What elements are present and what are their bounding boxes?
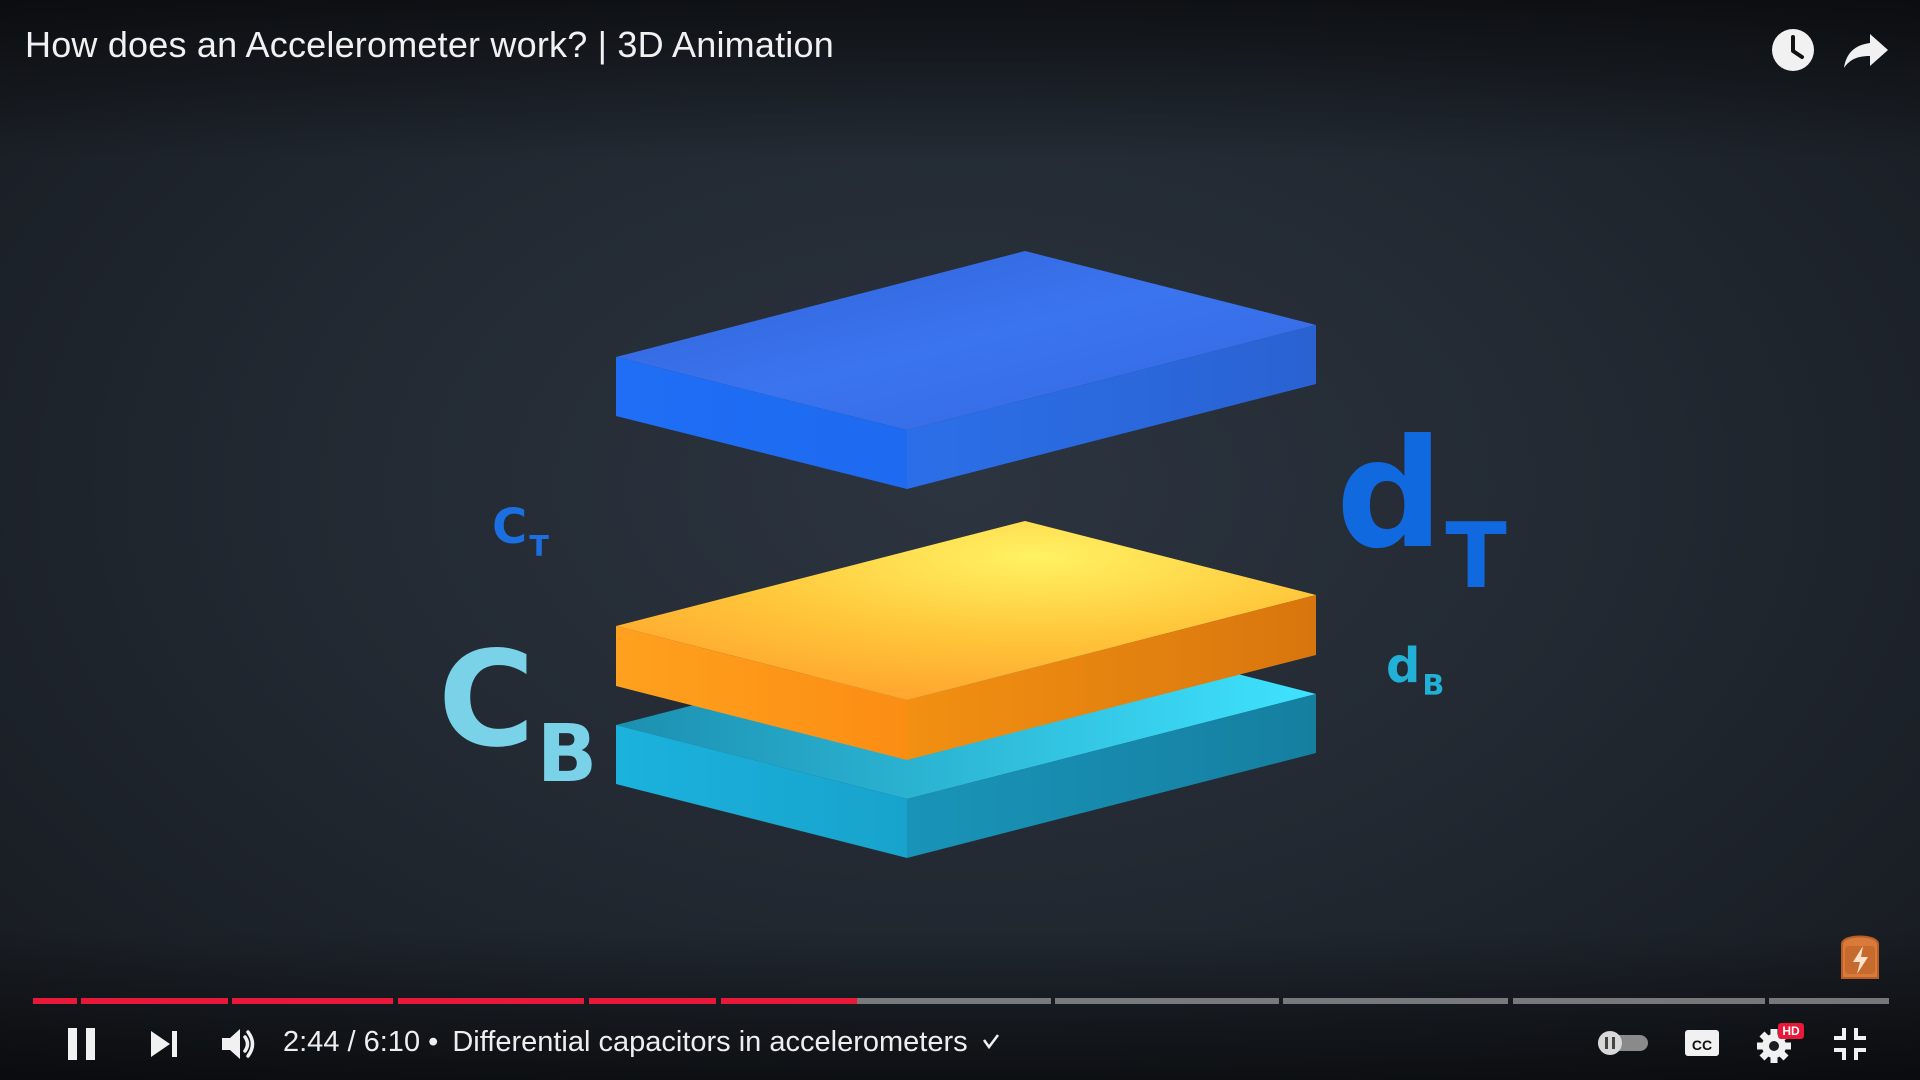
svg-text:CC: CC	[1692, 1037, 1712, 1053]
progress-chapter-segment[interactable]	[721, 998, 1051, 1004]
pause-icon[interactable]	[62, 1024, 102, 1064]
top-plate	[616, 251, 1316, 489]
volume-icon[interactable]	[218, 1024, 258, 1064]
time-separator: /	[339, 1026, 364, 1058]
settings-gear-icon[interactable]: HD	[1754, 1020, 1806, 1068]
progress-played-fill	[398, 998, 584, 1004]
top-gradient	[0, 0, 1920, 160]
progress-chapter-segment[interactable]	[1283, 998, 1508, 1004]
bottom-gradient	[0, 930, 1920, 1080]
bolt-badge-icon[interactable]	[1836, 930, 1884, 982]
bullet: •	[420, 1026, 447, 1058]
label-d-top: dT	[1336, 408, 1507, 609]
svg-text:HD: HD	[1782, 1024, 1800, 1038]
middle-plate	[616, 521, 1316, 760]
time-display: 2:44 / 6:10 • Differential capacitors in…	[283, 1026, 1002, 1059]
label-c-bottom: CB	[438, 623, 598, 800]
progress-bar[interactable]	[33, 998, 1889, 1004]
fullscreen-exit-icon[interactable]	[1832, 1026, 1868, 1062]
duration: 6:10	[363, 1026, 421, 1058]
progress-chapter-segment[interactable]	[1769, 998, 1889, 1004]
progress-played-fill	[33, 998, 77, 1004]
next-icon[interactable]	[146, 1026, 182, 1062]
chapter-title[interactable]: Differential capacitors in accelerometer…	[452, 1026, 968, 1058]
progress-played-fill	[721, 998, 858, 1004]
share-arrow-icon[interactable]	[1840, 24, 1892, 76]
progress-played-fill	[589, 998, 716, 1004]
autoplay-toggle-icon[interactable]	[1594, 1028, 1652, 1058]
progress-chapter-segment[interactable]	[1055, 998, 1279, 1004]
video-title[interactable]: How does an Accelerometer work? | 3D Ani…	[25, 24, 834, 65]
label-c-top: CT	[492, 499, 549, 563]
current-time: 2:44	[283, 1026, 340, 1058]
progress-played-fill	[232, 998, 393, 1004]
progress-chapter-segment[interactable]	[1513, 998, 1765, 1004]
chevron-right-icon[interactable]	[980, 1028, 1002, 1050]
cc-icon[interactable]: CC	[1683, 1026, 1721, 1060]
progress-played-fill	[81, 998, 228, 1004]
controls-bar: 2:44 / 6:10 • Differential capacitors in…	[0, 1012, 1920, 1072]
clock-icon[interactable]	[1767, 24, 1819, 76]
label-d-bottom: dB	[1386, 638, 1445, 702]
